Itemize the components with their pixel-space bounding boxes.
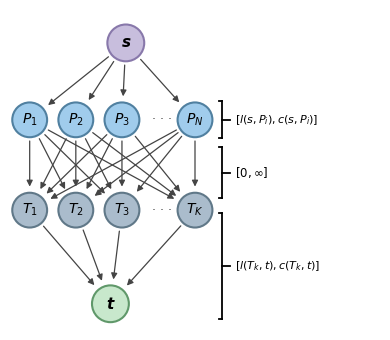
Text: · · ·: · · · bbox=[152, 113, 172, 126]
Ellipse shape bbox=[105, 102, 139, 137]
Ellipse shape bbox=[58, 193, 93, 227]
Text: $\boldsymbol{t}$: $\boldsymbol{t}$ bbox=[106, 296, 115, 312]
Text: $T_3$: $T_3$ bbox=[114, 202, 130, 218]
Text: $T_2$: $T_2$ bbox=[68, 202, 84, 218]
Ellipse shape bbox=[12, 102, 47, 137]
Text: $\boldsymbol{s}$: $\boldsymbol{s}$ bbox=[121, 35, 131, 50]
Ellipse shape bbox=[107, 24, 144, 61]
Text: $[l(T_k, t), c(T_k, t)]$: $[l(T_k, t), c(T_k, t)]$ bbox=[235, 259, 320, 273]
Text: $T_K$: $T_K$ bbox=[186, 202, 204, 218]
Ellipse shape bbox=[12, 193, 47, 227]
Text: $[0, \infty]$: $[0, \infty]$ bbox=[235, 165, 268, 180]
Ellipse shape bbox=[92, 285, 129, 322]
Text: $T_1$: $T_1$ bbox=[22, 202, 37, 218]
Text: · · ·: · · · bbox=[152, 204, 172, 217]
Text: $[l(s, P_i), c(s, P_i)]$: $[l(s, P_i), c(s, P_i)]$ bbox=[235, 113, 318, 127]
Text: $P_3$: $P_3$ bbox=[114, 112, 130, 128]
Ellipse shape bbox=[58, 102, 93, 137]
Text: $P_2$: $P_2$ bbox=[68, 112, 83, 128]
Text: $P_N$: $P_N$ bbox=[186, 112, 204, 128]
Ellipse shape bbox=[105, 193, 139, 227]
Text: $P_1$: $P_1$ bbox=[22, 112, 37, 128]
Ellipse shape bbox=[177, 193, 213, 227]
Ellipse shape bbox=[177, 102, 213, 137]
